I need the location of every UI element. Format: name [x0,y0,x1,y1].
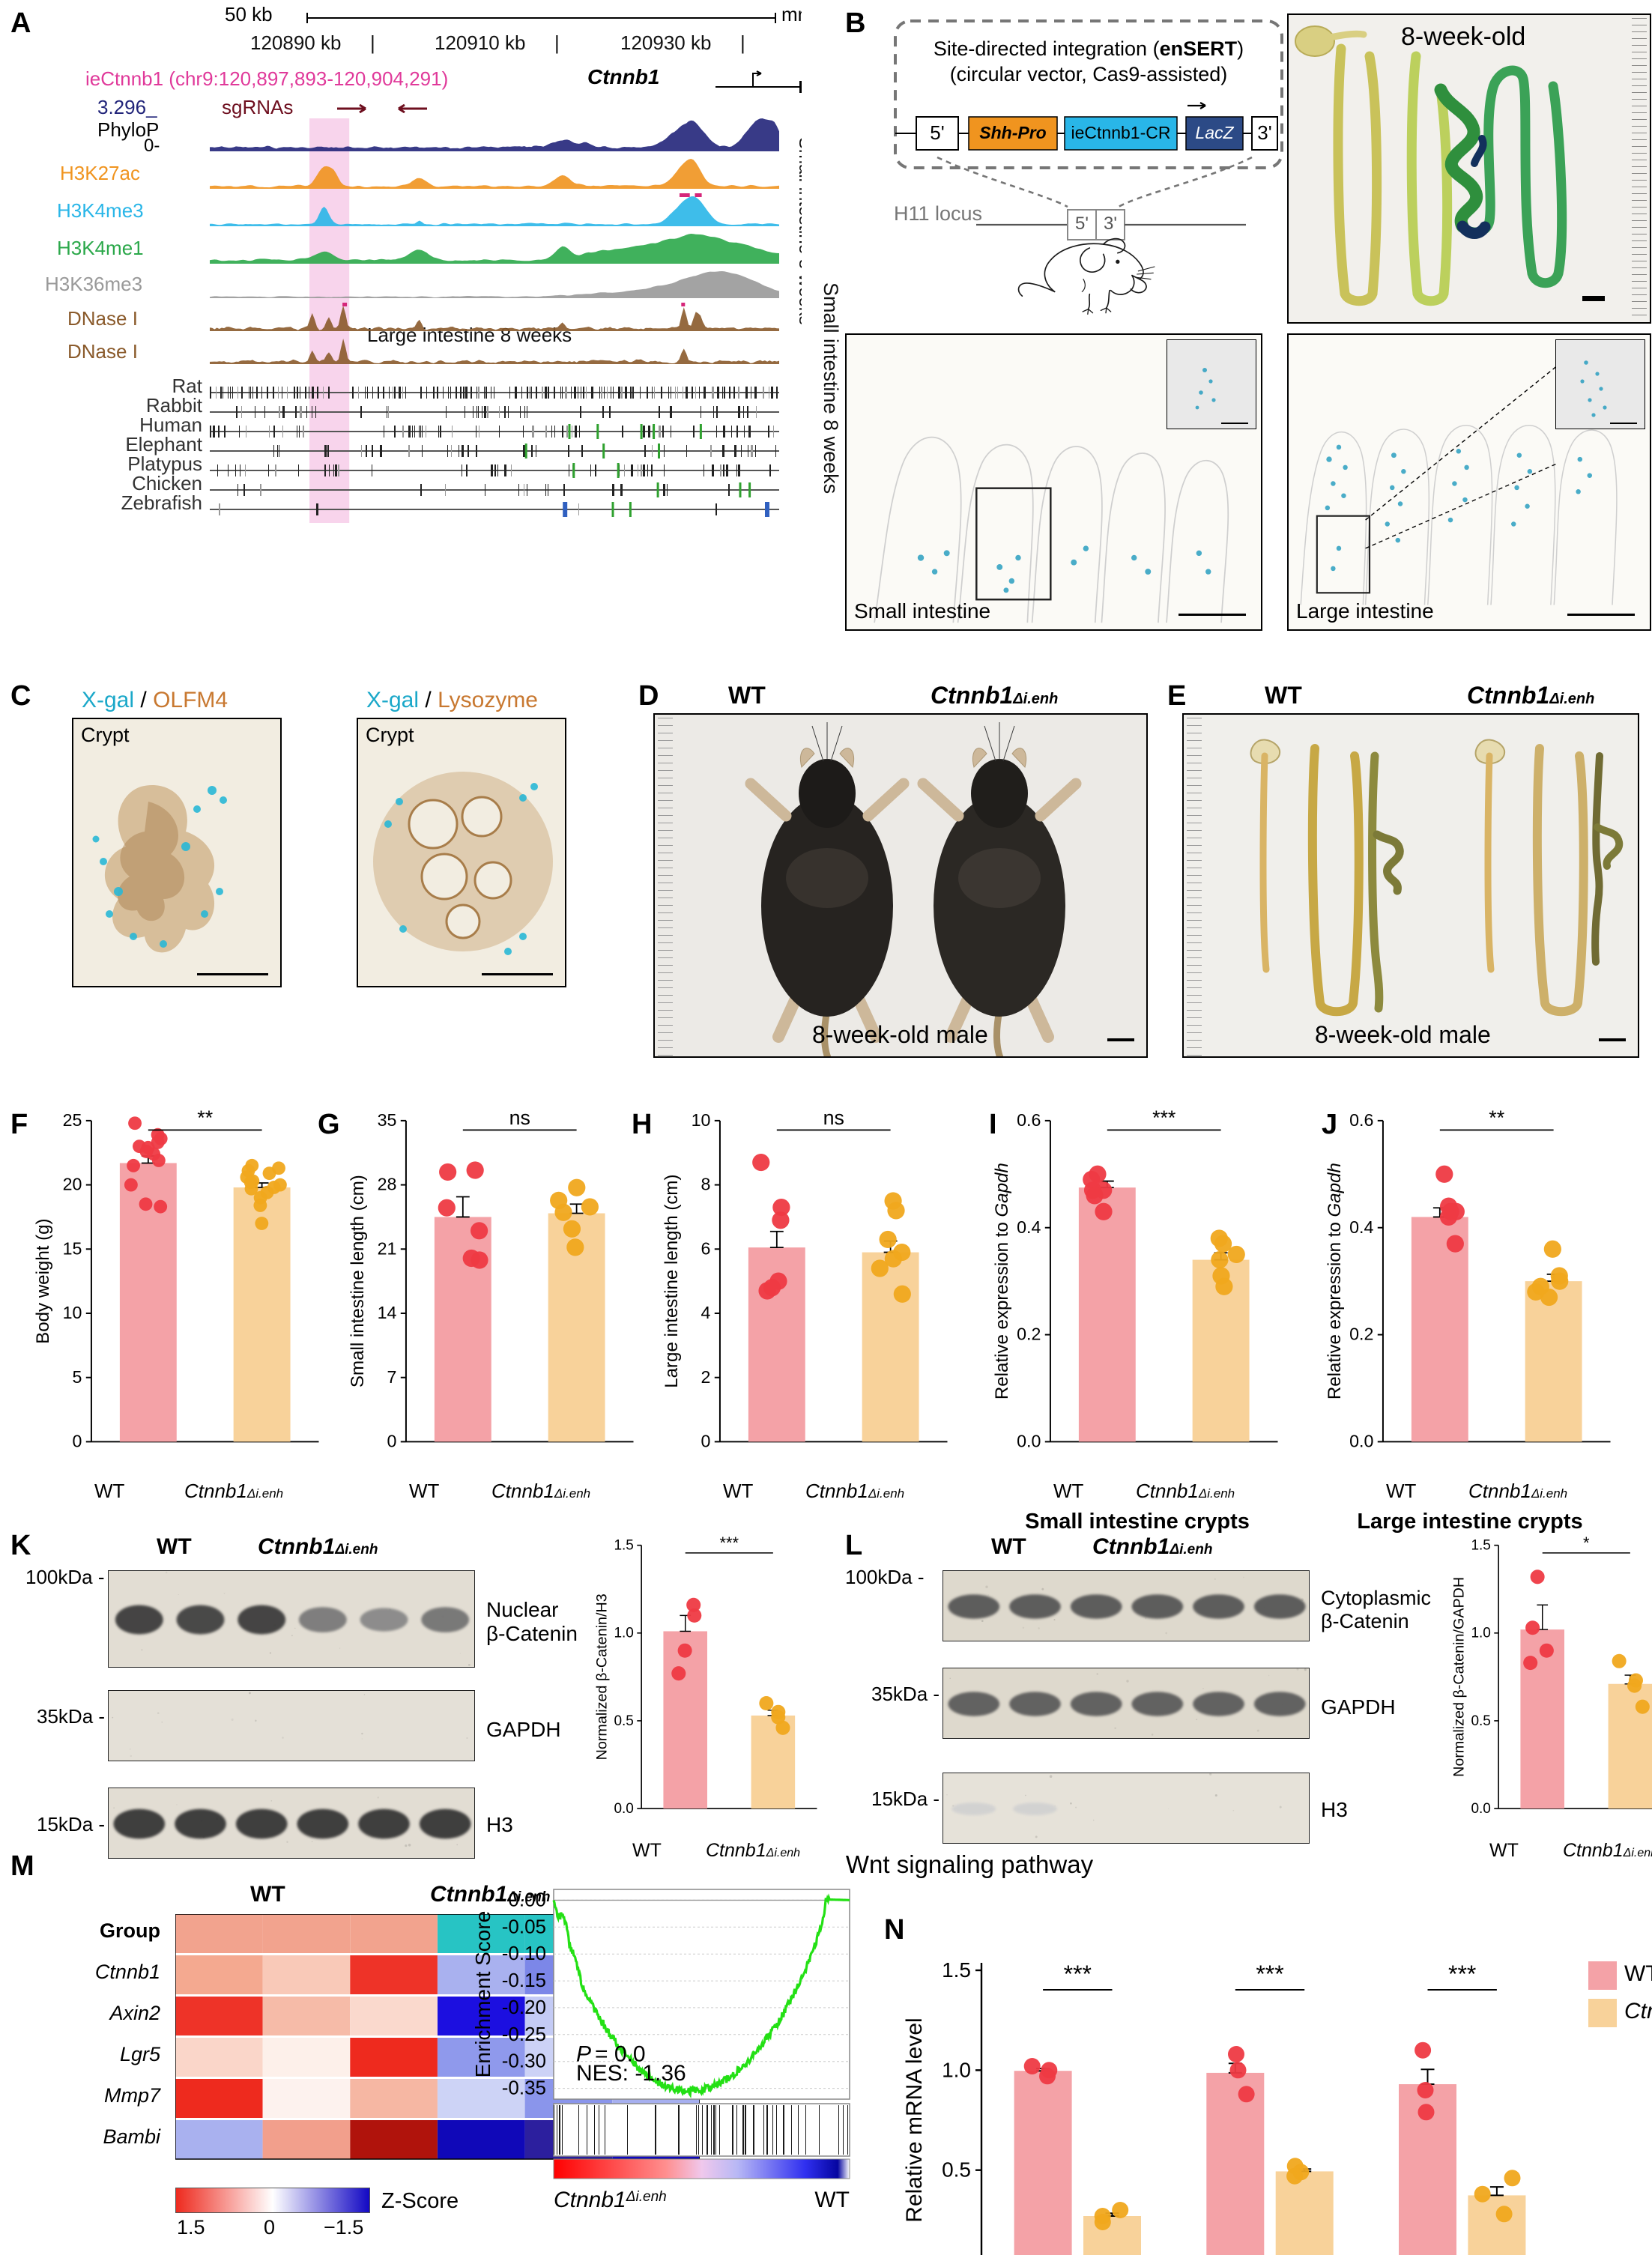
svg-text:5': 5' [930,121,944,144]
svg-text:0.5: 0.5 [942,2158,971,2182]
svg-text:1.5: 1.5 [1471,1538,1490,1554]
svg-text:Relative expression to Gapdh: Relative expression to Gapdh [992,1163,1012,1399]
svg-text:15: 15 [63,1238,82,1258]
svg-text:Ctnnb1Δi.enh: Ctnnb1Δi.enh [554,2188,667,2212]
svg-text:-0.35: -0.35 [502,2077,546,2099]
svg-text:Large intestine length (cm): Large intestine length (cm) [662,1175,682,1388]
svg-text:Small intestine length (cm): Small intestine length (cm) [348,1175,368,1387]
svg-text:Normalized β-Catenin/GAPDH: Normalized β-Catenin/GAPDH [1450,1577,1467,1777]
svg-text:*: * [1583,1534,1590,1552]
svg-text:WT: WT [814,2188,850,2212]
svg-text:0: 0 [73,1432,82,1451]
svg-text:0.5: 0.5 [1471,1713,1490,1729]
svg-text:3': 3' [1104,214,1117,234]
svg-text:ns: ns [509,1107,530,1129]
svg-text:6: 6 [701,1238,711,1258]
svg-text:1.0: 1.0 [1471,1626,1490,1641]
svg-text:5': 5' [1075,214,1089,234]
svg-text:**: ** [1489,1107,1504,1129]
svg-text:-0.15: -0.15 [502,1969,546,1991]
svg-text:0.2: 0.2 [1017,1325,1041,1344]
svg-text:28: 28 [378,1175,397,1194]
svg-text:Relative mRNA level: Relative mRNA level [902,2018,927,2222]
svg-text:Shh-Pro: Shh-Pro [979,123,1046,142]
svg-text:1.5: 1.5 [942,1958,971,1982]
svg-text:10: 10 [692,1110,711,1130]
svg-text:ns: ns [823,1107,844,1129]
svg-text:0.2: 0.2 [1349,1325,1373,1344]
svg-text:1.0: 1.0 [614,1626,633,1641]
svg-text:***: *** [1152,1107,1176,1129]
svg-text:0.0: 0.0 [1471,1801,1490,1817]
svg-text:35: 35 [378,1110,397,1130]
svg-text:Normalized β-Catenin/H3: Normalized β-Catenin/H3 [593,1593,610,1760]
svg-text:0.4: 0.4 [1017,1217,1041,1237]
svg-text:0.00: 0.00 [508,1888,546,1910]
svg-text:4: 4 [701,1303,711,1322]
svg-text:25: 25 [63,1110,82,1130]
svg-text:1.0: 1.0 [942,2058,971,2081]
svg-text:***: *** [1256,1961,1283,1988]
svg-text:-0.25: -0.25 [502,2023,546,2045]
svg-text:7: 7 [387,1367,397,1387]
svg-text:-0.20: -0.20 [502,1996,546,2018]
svg-text:5: 5 [73,1367,82,1387]
svg-text:10: 10 [63,1303,82,1322]
svg-text:0: 0 [387,1432,397,1451]
svg-text:0.4: 0.4 [1349,1217,1373,1237]
svg-text:Enrichment Score: Enrichment Score [475,1911,494,2078]
svg-text:Body weight (g): Body weight (g) [33,1218,53,1343]
svg-text:0.6: 0.6 [1349,1110,1373,1130]
svg-text:0.5: 0.5 [614,1713,633,1729]
svg-text:8: 8 [701,1175,711,1194]
svg-text:-0.10: -0.10 [502,1942,546,1964]
svg-text:3': 3' [1257,121,1271,144]
svg-text:0.0: 0.0 [1017,1432,1041,1451]
svg-text:ieCtnnb1-CR: ieCtnnb1-CR [1071,123,1171,142]
svg-text:14: 14 [378,1303,397,1322]
svg-text:***: *** [719,1534,739,1552]
svg-text:0: 0 [701,1432,711,1451]
svg-text:***: *** [1064,1961,1092,1988]
svg-text:2: 2 [701,1367,711,1387]
svg-text:NES: -1.36: NES: -1.36 [576,2061,686,2086]
svg-text:0.0: 0.0 [1349,1432,1373,1451]
svg-text:20: 20 [63,1175,82,1194]
svg-text:0.0: 0.0 [614,1801,633,1817]
svg-text:21: 21 [378,1238,397,1258]
svg-text:1.5: 1.5 [614,1538,633,1554]
svg-text:0.6: 0.6 [1017,1110,1041,1130]
svg-text:-0.05: -0.05 [502,1915,546,1937]
svg-text:**: ** [197,1107,213,1129]
svg-text:LacZ: LacZ [1195,123,1234,142]
svg-text:Relative expression to Gapdh: Relative expression to Gapdh [1325,1163,1345,1399]
svg-text:***: *** [1448,1961,1476,1988]
svg-text:-0.30: -0.30 [502,2050,546,2072]
